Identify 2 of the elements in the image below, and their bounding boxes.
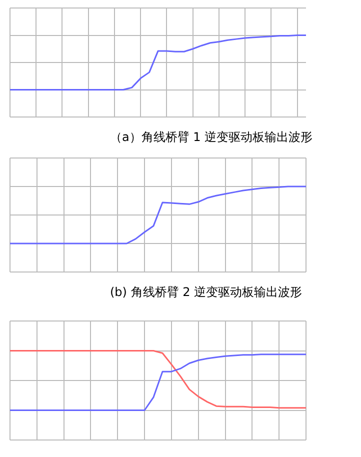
text: (b) 角线桥臂 2 逆变驱动板输出波形 — [110, 284, 302, 301]
text: （a）角线桥臂 1 逆变驱动板输出波形 — [110, 129, 313, 146]
